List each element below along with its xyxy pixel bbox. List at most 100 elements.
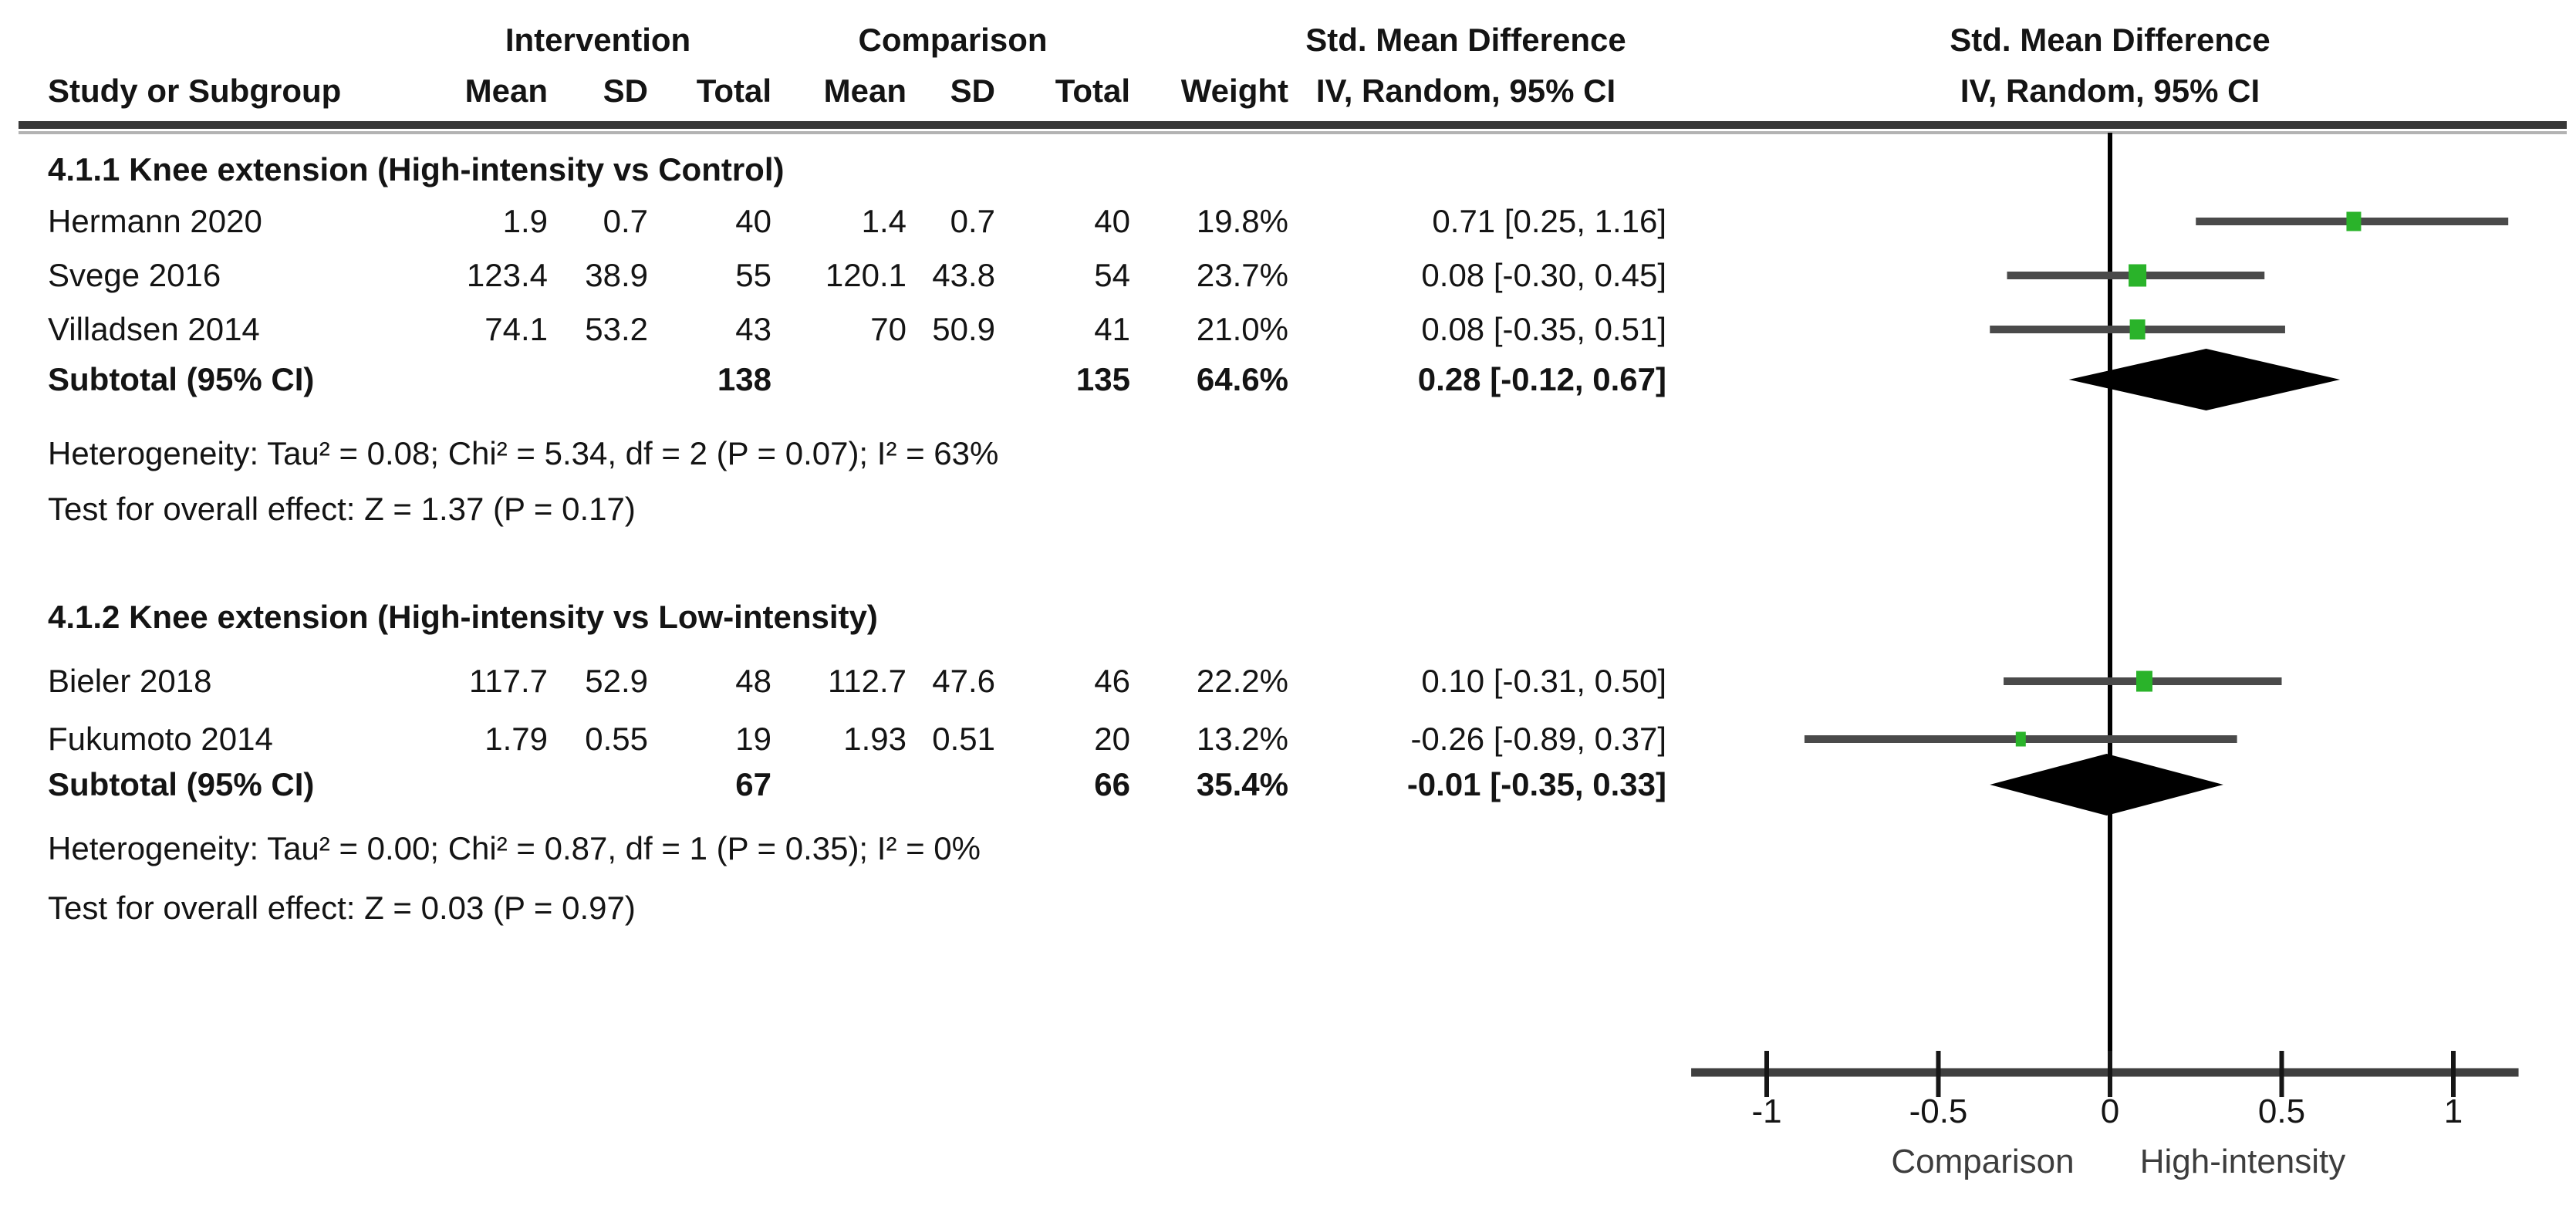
axis-tick-label: 1 bbox=[2444, 1092, 2463, 1130]
mean2-cell: 1.93 bbox=[843, 721, 906, 757]
study-label: Hermann 2020 bbox=[48, 203, 262, 239]
study-label: Svege 2016 bbox=[48, 257, 221, 293]
mean1-cell: 1.9 bbox=[502, 203, 548, 239]
study-row: Fukumoto 2014 1.79 0.55 19 1.93 0.51 20 … bbox=[0, 712, 1666, 766]
mean1-cell: 117.7 bbox=[469, 663, 548, 699]
column-header-weight: Weight bbox=[1180, 73, 1288, 109]
weight-cell: 35.4% bbox=[1196, 766, 1288, 802]
ci-cell: 0.71 [0.25, 1.16] bbox=[1432, 203, 1666, 239]
effect-marker bbox=[2136, 670, 2152, 692]
total1-cell: 43 bbox=[735, 311, 771, 347]
heterogeneity-text: Heterogeneity: Tau² = 0.00; Chi² = 0.87,… bbox=[48, 830, 981, 866]
column-header-sd2: SD bbox=[950, 73, 995, 109]
study-row: Bieler 2018 117.7 52.9 48 112.7 47.6 46 … bbox=[0, 654, 1666, 708]
column-header-sd1: SD bbox=[603, 73, 648, 109]
header-rule-shadow bbox=[19, 131, 2567, 134]
weight-cell: 64.6% bbox=[1196, 361, 1288, 397]
column-header-method-left: IV, Random, 95% CI bbox=[1315, 73, 1616, 109]
study-label: Villadsen 2014 bbox=[48, 311, 260, 347]
weight-cell: 22.2% bbox=[1196, 663, 1288, 699]
column-header-study: Study or Subgroup bbox=[48, 73, 342, 109]
ci-cell: -0.01 [-0.35, 0.33] bbox=[1406, 766, 1666, 802]
column-header-mean2: Mean bbox=[823, 73, 906, 109]
study-row: Svege 2016 123.4 38.9 55 120.1 43.8 54 2… bbox=[0, 248, 1666, 302]
axis-tick-label: 0.5 bbox=[2258, 1092, 2305, 1130]
overall-effect-text: Test for overall effect: Z = 0.03 (P = 0… bbox=[48, 890, 636, 926]
column-header-comparison: Comparison bbox=[858, 22, 1048, 58]
ci-cell: 0.10 [-0.31, 0.50] bbox=[1421, 663, 1666, 699]
total2-cell: 135 bbox=[1075, 361, 1130, 397]
study-label: Bieler 2018 bbox=[48, 663, 212, 699]
study-row: Villadsen 2014 74.1 53.2 43 70 50.9 41 2… bbox=[0, 302, 1666, 356]
total1-cell: 19 bbox=[735, 721, 771, 757]
ci-cell: 0.08 [-0.35, 0.51] bbox=[1421, 311, 1666, 347]
total1-cell: 138 bbox=[717, 361, 771, 397]
subtotal-row: Subtotal (95% CI) 67 66 35.4% -0.01 [-0.… bbox=[0, 758, 1666, 812]
sd2-cell: 47.6 bbox=[932, 663, 995, 699]
sd1-cell: 53.2 bbox=[585, 311, 648, 347]
weight-cell: 23.7% bbox=[1196, 257, 1288, 293]
mean2-cell: 112.7 bbox=[828, 663, 906, 699]
total2-cell: 66 bbox=[1094, 766, 1130, 802]
column-header-total2: Total bbox=[1055, 73, 1130, 109]
effect-marker bbox=[2129, 264, 2147, 287]
effect-marker bbox=[2015, 731, 2026, 747]
column-header-smd-left: Std. Mean Difference bbox=[1305, 22, 1626, 58]
axis-tick-label: -0.5 bbox=[1909, 1092, 1968, 1130]
axis-tick-label: -1 bbox=[1751, 1092, 1781, 1130]
effect-marker bbox=[2129, 319, 2146, 339]
sd1-cell: 0.7 bbox=[603, 203, 648, 239]
sd2-cell: 43.8 bbox=[932, 257, 995, 293]
sd1-cell: 52.9 bbox=[585, 663, 648, 699]
weight-cell: 19.8% bbox=[1196, 203, 1288, 239]
mean1-cell: 123.4 bbox=[466, 257, 548, 293]
ci-cell: 0.28 [-0.12, 0.67] bbox=[1417, 361, 1666, 397]
total1-cell: 40 bbox=[735, 203, 771, 239]
effect-marker bbox=[2346, 211, 2362, 231]
ci-cell: -0.26 [-0.89, 0.37] bbox=[1410, 721, 1666, 757]
study-label: Fukumoto 2014 bbox=[48, 721, 273, 757]
axis-label-right: High-intensity bbox=[2140, 1143, 2346, 1180]
total2-cell: 40 bbox=[1094, 203, 1130, 239]
subgroup-title: 4.1.2 Knee extension (High-intensity vs … bbox=[48, 599, 878, 635]
header-rule bbox=[19, 121, 2567, 129]
total2-cell: 20 bbox=[1094, 721, 1130, 757]
sd1-cell: 38.9 bbox=[585, 257, 648, 293]
sd1-cell: 0.55 bbox=[585, 721, 648, 757]
mean2-cell: 120.1 bbox=[825, 257, 906, 293]
sd2-cell: 0.7 bbox=[950, 203, 995, 239]
column-header-smd-right: Std. Mean Difference bbox=[1950, 22, 2270, 58]
mean1-cell: 1.79 bbox=[484, 721, 548, 757]
column-header-method-right: IV, Random, 95% CI bbox=[1960, 73, 2260, 109]
subtotal-label: Subtotal (95% CI) bbox=[48, 766, 315, 802]
weight-cell: 13.2% bbox=[1196, 721, 1288, 757]
mean1-cell: 74.1 bbox=[484, 311, 548, 347]
subtotal-row: Subtotal (95% CI) 138 135 64.6% 0.28 [-0… bbox=[0, 353, 1666, 407]
subgroup-title: 4.1.1 Knee extension (High-intensity vs … bbox=[48, 151, 785, 187]
sd2-cell: 0.51 bbox=[932, 721, 995, 757]
subtotal-diamond bbox=[1990, 754, 2223, 816]
mean2-cell: 70 bbox=[870, 311, 906, 347]
total1-cell: 48 bbox=[735, 663, 771, 699]
column-header-total1: Total bbox=[696, 73, 771, 109]
subtotal-label: Subtotal (95% CI) bbox=[48, 361, 315, 397]
total1-cell: 67 bbox=[735, 766, 771, 802]
sd2-cell: 50.9 bbox=[932, 311, 995, 347]
heterogeneity-text: Heterogeneity: Tau² = 0.08; Chi² = 5.34,… bbox=[48, 435, 999, 471]
total2-cell: 54 bbox=[1094, 257, 1130, 293]
axis-tick-label: 0 bbox=[2101, 1092, 2119, 1130]
study-row: Hermann 2020 1.9 0.7 40 1.4 0.7 40 19.8%… bbox=[0, 194, 1666, 248]
mean2-cell: 1.4 bbox=[861, 203, 906, 239]
ci-cell: 0.08 [-0.30, 0.45] bbox=[1421, 257, 1666, 293]
weight-cell: 21.0% bbox=[1196, 311, 1288, 347]
total2-cell: 41 bbox=[1094, 311, 1130, 347]
column-header-mean1: Mean bbox=[464, 73, 548, 109]
column-header-intervention: Intervention bbox=[505, 22, 691, 58]
axis-label-left: Comparison bbox=[1891, 1143, 2074, 1180]
total2-cell: 46 bbox=[1094, 663, 1130, 699]
overall-effect-text: Test for overall effect: Z = 1.37 (P = 0… bbox=[48, 491, 636, 527]
subtotal-diamond bbox=[2068, 349, 2341, 410]
total1-cell: 55 bbox=[735, 257, 771, 293]
